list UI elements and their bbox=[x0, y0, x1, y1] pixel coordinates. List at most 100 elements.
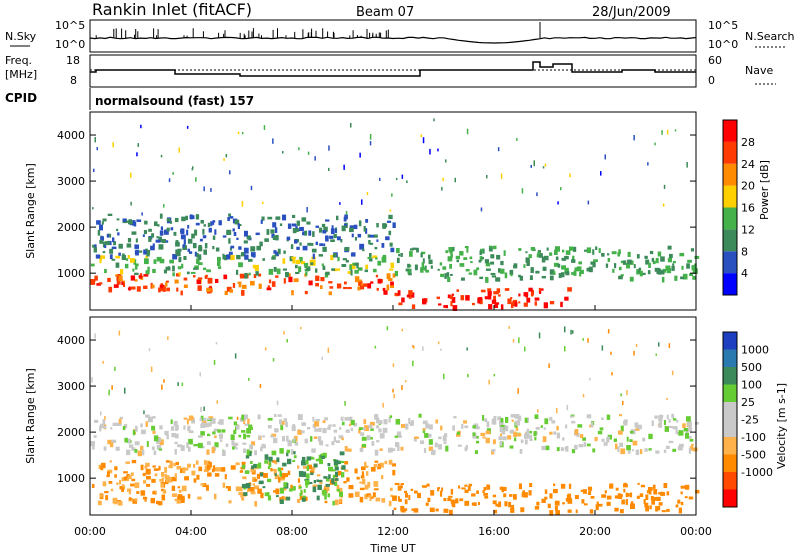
velocity-cell bbox=[309, 470, 315, 474]
velocity-cell bbox=[663, 420, 666, 425]
power-cell bbox=[671, 265, 675, 271]
power-cell bbox=[266, 229, 270, 235]
power-cell bbox=[190, 271, 196, 274]
power-cell bbox=[94, 137, 96, 143]
power-cell bbox=[369, 141, 372, 146]
velocity-cell bbox=[679, 443, 684, 448]
velocity-cell bbox=[344, 417, 349, 421]
power-cell bbox=[264, 238, 269, 242]
power-cell bbox=[571, 272, 576, 275]
velocity-cell bbox=[213, 493, 217, 500]
power-cell bbox=[345, 210, 348, 215]
velocity-cell bbox=[440, 425, 443, 431]
velocity-cell bbox=[191, 418, 195, 424]
freq-left-label-1: Freq. bbox=[5, 54, 32, 67]
velocity-cell bbox=[461, 424, 464, 429]
velocity-cell bbox=[418, 413, 422, 418]
power-cell bbox=[339, 202, 341, 205]
power-cell bbox=[369, 134, 372, 140]
power-cell bbox=[341, 225, 346, 232]
power-cell bbox=[512, 299, 518, 304]
power-cell bbox=[437, 268, 440, 271]
power-cell bbox=[430, 265, 433, 269]
velocity-cell bbox=[134, 498, 138, 502]
noise-spikes bbox=[95, 22, 541, 38]
velocity-cell bbox=[287, 440, 292, 447]
velocity-cell bbox=[248, 451, 252, 457]
velocity-cell bbox=[283, 473, 288, 478]
power-cell bbox=[143, 274, 149, 277]
velocity-cell bbox=[146, 441, 149, 447]
power-cell bbox=[406, 180, 408, 183]
velocity-cell bbox=[514, 414, 520, 419]
power-cell bbox=[367, 256, 372, 260]
power-cell bbox=[107, 277, 111, 282]
power-cell bbox=[682, 273, 688, 280]
power-cell bbox=[633, 264, 636, 269]
velocity-cell bbox=[161, 494, 166, 501]
velocity-cell bbox=[253, 463, 258, 469]
velocity-cell bbox=[143, 496, 147, 500]
velocity-cell bbox=[203, 469, 209, 472]
power-cell bbox=[509, 269, 514, 275]
velocity-cell bbox=[661, 510, 666, 513]
velocity-cell bbox=[196, 474, 200, 480]
velocity-cell bbox=[214, 442, 219, 448]
velocity-cell bbox=[517, 415, 522, 421]
power-cell bbox=[342, 258, 347, 261]
velocity-cell bbox=[241, 462, 246, 465]
power-cell bbox=[443, 305, 446, 308]
velocity-cell bbox=[456, 433, 461, 437]
velocity-cell bbox=[177, 486, 181, 489]
power-cell bbox=[388, 214, 393, 220]
velocity-cell bbox=[476, 440, 480, 444]
velocity-cell bbox=[395, 442, 400, 448]
velocity-cell bbox=[316, 495, 320, 501]
power-cell bbox=[530, 290, 534, 297]
power-cell bbox=[113, 241, 116, 246]
velocity-cell bbox=[650, 496, 654, 501]
velocity-cell bbox=[177, 494, 183, 500]
velocity-cell bbox=[471, 502, 476, 506]
velocity-cell bbox=[401, 509, 406, 513]
velocity-cell bbox=[347, 448, 352, 452]
velocity-cell bbox=[413, 437, 417, 442]
power-cell bbox=[306, 221, 311, 225]
power-cell bbox=[300, 261, 306, 265]
velocity-cell bbox=[199, 417, 202, 422]
power-cell bbox=[521, 188, 524, 194]
freq-trace bbox=[90, 61, 696, 77]
power-cell bbox=[579, 269, 584, 274]
power-cell bbox=[447, 277, 451, 282]
power-cell bbox=[241, 289, 245, 296]
velocity-cell bbox=[443, 441, 447, 444]
power-cell bbox=[203, 224, 206, 227]
velocity-cell bbox=[102, 419, 106, 425]
power-cell bbox=[663, 184, 666, 189]
velocity-cell bbox=[254, 485, 259, 490]
power-cell bbox=[439, 262, 443, 266]
power-cell bbox=[648, 262, 651, 268]
power-cell bbox=[516, 138, 518, 141]
velocity-cell bbox=[544, 496, 548, 500]
velocity-cell bbox=[310, 466, 316, 471]
velocity-cell bbox=[606, 437, 610, 443]
velocity-cell bbox=[90, 441, 95, 447]
velocity-cell bbox=[464, 484, 468, 487]
velocity-cell bbox=[242, 442, 247, 445]
velocity-cell bbox=[658, 415, 663, 422]
velocity-cell bbox=[213, 359, 216, 365]
velocity-cell bbox=[390, 494, 393, 498]
velocity-cell bbox=[274, 473, 277, 477]
velocity-cell bbox=[534, 436, 537, 441]
velocity-cell bbox=[403, 508, 408, 511]
velocity-cell bbox=[140, 464, 144, 471]
power-cell bbox=[488, 304, 493, 310]
velocity-cell bbox=[423, 485, 427, 488]
velocity-cell bbox=[206, 449, 210, 455]
power-cell bbox=[314, 156, 316, 161]
power-cell bbox=[657, 251, 662, 257]
power-cell bbox=[165, 266, 171, 271]
power-cell bbox=[486, 175, 488, 179]
velocity-cell bbox=[240, 492, 243, 498]
